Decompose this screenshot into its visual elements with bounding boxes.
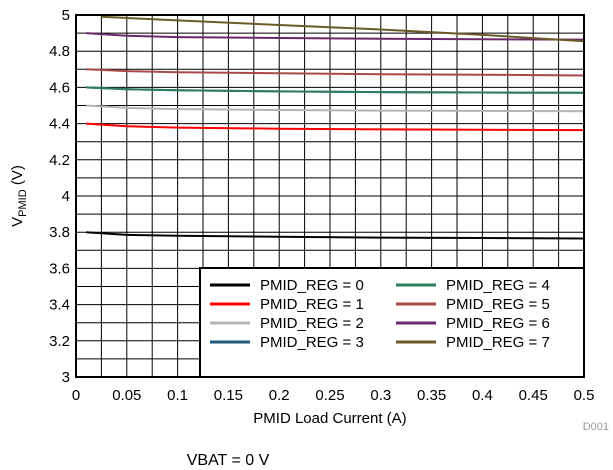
y-tick-label: 3.4 <box>49 297 70 314</box>
caption: VBAT = 0 V <box>187 452 270 469</box>
x-tick-label: 0.25 <box>315 387 344 404</box>
legend-label: PMID_REG = 6 <box>446 315 550 332</box>
x-tick-label: 0.4 <box>472 387 493 404</box>
legend-label: PMID_REG = 2 <box>260 315 364 332</box>
series-lines <box>86 15 585 240</box>
x-tick-label: 0.45 <box>519 387 548 404</box>
series-line <box>101 15 585 43</box>
y-tick-label: 3.8 <box>49 224 70 241</box>
x-tick-label: 0.5 <box>574 387 595 404</box>
legend-label: PMID_REG = 1 <box>260 296 364 313</box>
legend-label: PMID_REG = 5 <box>446 296 550 313</box>
y-axis-label-sub: PMID <box>17 189 29 217</box>
y-axis-ticks: 3 3.2 3.4 3.6 3.8 4 4.2 4.4 4.6 4.8 5 <box>49 7 70 386</box>
legend-box <box>199 267 585 378</box>
x-axis-ticks: 0 0.05 0.1 0.15 0.2 0.25 0.3 0.35 0.4 0.45 0.5 <box>72 387 595 404</box>
x-tick-label: 0.2 <box>269 387 290 404</box>
legend-label: PMID_REG = 0 <box>260 277 364 294</box>
y-tick-label: 3.6 <box>49 260 70 277</box>
y-tick-label: 5 <box>62 7 70 24</box>
x-tick-label: 0.1 <box>167 387 188 404</box>
legend-label: PMID_REG = 7 <box>446 334 550 351</box>
series-line <box>86 86 585 94</box>
y-axis-label: VPMID (V) <box>9 165 29 227</box>
y-tick-label: 4 <box>62 188 70 205</box>
x-axis-label: PMID Load Current (A) <box>253 410 406 427</box>
x-tick-label: 0 <box>72 387 80 404</box>
series-line <box>86 68 585 77</box>
series-line <box>86 32 585 41</box>
figure-id: D001 <box>583 421 609 433</box>
series-line <box>86 122 585 132</box>
y-axis-label-main: V <box>9 217 26 227</box>
y-tick-label: 4.4 <box>49 116 70 133</box>
x-tick-label: 0.35 <box>417 387 446 404</box>
x-tick-label: 0.3 <box>370 387 391 404</box>
series-line <box>86 104 585 113</box>
legend-label: PMID_REG = 3 <box>260 334 364 351</box>
x-tick-label: 0.15 <box>214 387 243 404</box>
y-tick-label: 4.2 <box>49 152 70 169</box>
series-line <box>86 231 585 240</box>
y-tick-label: 3.2 <box>49 333 70 350</box>
legend-label: PMID_REG = 4 <box>446 277 550 294</box>
y-tick-label: 3 <box>62 369 70 386</box>
legend: PMID_REG = 0 PMID_REG = 4 PMID_REG = 1 PMID… <box>199 267 585 378</box>
x-tick-label: 0.05 <box>112 387 141 404</box>
y-tick-label: 4.6 <box>49 79 70 96</box>
y-axis-label-unit: (V) <box>9 165 26 189</box>
y-tick-label: 4.8 <box>49 43 70 60</box>
